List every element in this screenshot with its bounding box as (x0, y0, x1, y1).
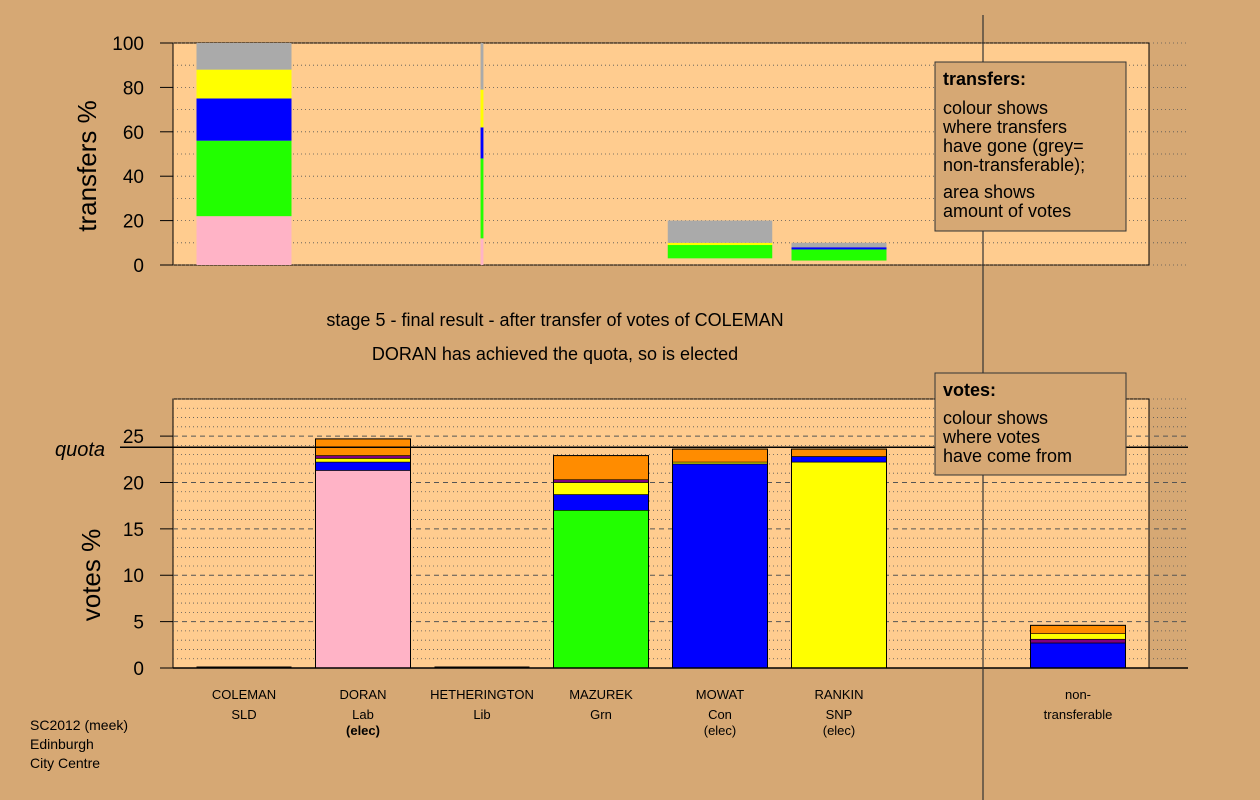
candidate-labels: COLEMANSLDDORANLab(elec)HETHERINGTONLibM… (212, 687, 1112, 738)
transfer-bar-segment (480, 43, 484, 90)
candidate-name: HETHERINGTON (430, 687, 534, 702)
credit-line: Edinburgh (30, 736, 94, 752)
candidate-name: MOWAT (696, 687, 744, 702)
legend-transfers-box: transfers: colour shows where transfers … (934, 61, 1127, 232)
candidate-party: Grn (590, 707, 612, 722)
nontransferable-bar-segment (1030, 642, 1126, 669)
legend-transfers-line: area shows (943, 182, 1035, 202)
transfer-bar-segment (667, 245, 773, 259)
quota-label: quota (55, 439, 105, 461)
credit-line: SC2012 (meek) (30, 717, 128, 733)
candidate-party: Lib (473, 707, 490, 722)
transfers-bars (196, 43, 887, 265)
votes-tick-label: 20 (123, 473, 144, 494)
legend-votes-title: votes: (943, 380, 996, 400)
transfer-bar-segment (196, 140, 292, 217)
votes-bars (196, 438, 1126, 669)
transfer-bar-segment (667, 220, 773, 243)
legend-votes-line: colour shows (943, 408, 1048, 428)
vote-bar-segment (315, 458, 411, 463)
legend-transfers-line: non-transferable); (943, 155, 1085, 175)
transfers-tick-label: 60 (123, 123, 144, 144)
transfers-y-axis-title: transfers % (72, 100, 102, 232)
credit-line: City Centre (30, 755, 100, 771)
votes-tick-label: 10 (123, 566, 144, 587)
vote-bar-segment (672, 463, 768, 669)
transfer-bar-segment (667, 242, 773, 246)
votes-y-axis-title: votes % (76, 529, 106, 622)
vote-bar-segment (672, 448, 768, 463)
votes-tick-label: 5 (133, 613, 144, 634)
legend-transfers-line: have gone (grey= (943, 136, 1084, 156)
vote-bar-segment (791, 461, 887, 669)
candidate-party: SLD (231, 707, 256, 722)
transfer-bar-segment (196, 98, 292, 141)
transfer-bar-segment (480, 127, 484, 159)
vote-bar-segment (315, 470, 411, 669)
legend-transfers-line: colour shows (943, 98, 1048, 118)
nontransferable-label: non- (1065, 687, 1091, 702)
transfer-bar-segment (480, 89, 484, 128)
vote-bar-segment (553, 479, 649, 483)
vote-bar-segment (315, 455, 411, 459)
vote-bar-segment (553, 510, 649, 669)
transfer-bar-segment (196, 69, 292, 99)
vote-bar-segment (791, 456, 887, 463)
vote-bar-segment (553, 494, 649, 511)
nontransferable-label: transferable (1044, 707, 1113, 722)
vote-bar-segment (553, 482, 649, 495)
transfers-tick-label: 40 (123, 167, 144, 188)
legend-transfers-title: transfers: (943, 69, 1026, 89)
nontransferable-bar-segment (1030, 638, 1126, 644)
transfer-bar-segment (791, 249, 887, 261)
nontransferable-bar-segment (1030, 625, 1126, 634)
transfers-tick-label: 0 (133, 256, 144, 277)
candidate-name: MAZUREK (569, 687, 633, 702)
votes-tick-label: 0 (133, 659, 144, 680)
legend-transfers-line: where transfers (942, 117, 1067, 137)
legend-transfers-line: amount of votes (943, 201, 1071, 221)
votes-tick-label: 25 (123, 427, 144, 448)
stage-line-1: stage 5 - final result - after transfer … (326, 310, 783, 330)
transfers-tick-label: 20 (123, 212, 144, 233)
transfers-tick-label: 80 (123, 78, 144, 99)
nontransferable-bar-segment (1030, 633, 1126, 640)
candidate-party: Lab (352, 707, 374, 722)
legend-votes-box: votes: colour shows where votes have com… (934, 372, 1127, 476)
candidate-status: (elec) (823, 723, 856, 738)
votes-tick-label: 15 (123, 520, 144, 541)
candidate-name: COLEMAN (212, 687, 276, 702)
stage-line-2: DORAN has achieved the quota, so is elec… (372, 344, 738, 364)
candidate-name: RANKIN (814, 687, 863, 702)
transfer-bar-segment (196, 43, 292, 70)
vote-bar-segment (791, 448, 887, 457)
candidate-status: (elec) (346, 723, 380, 738)
candidate-party: SNP (826, 707, 853, 722)
transfers-tick-label: 100 (112, 34, 144, 55)
transfer-bar-segment (791, 247, 887, 250)
transfer-bar-segment (196, 216, 292, 265)
legend-votes-line: have come from (943, 446, 1072, 466)
vote-bar-segment (553, 455, 649, 481)
candidate-party: Con (708, 707, 732, 722)
candidate-status: (elec) (704, 723, 737, 738)
votes-y-ticks: 0 5 10 15 20 25 (123, 427, 173, 680)
legend-votes-line: where votes (942, 427, 1040, 447)
candidate-name: DORAN (340, 687, 387, 702)
transfers-y-ticks: 0 20 40 60 80 100 (112, 34, 173, 277)
transfer-bar-segment (791, 242, 887, 248)
transfer-bar-segment (480, 158, 484, 239)
transfer-bar-segment (480, 238, 484, 265)
vote-bar-segment (315, 461, 411, 471)
